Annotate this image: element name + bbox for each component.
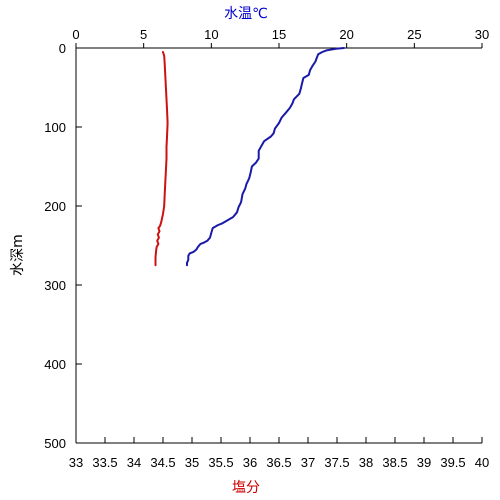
labels-group: 0 5 10 15 20 25 30 33 33.5 34 34.5 35 35.5 36 36.5 37 37… (44, 27, 489, 470)
bottom-axis-tick-label: 35.5 (208, 455, 233, 470)
top-axis-tick-label: 25 (407, 27, 421, 42)
bottom-axis-tick-label: 34 (127, 455, 141, 470)
y-axis-tick-label: 200 (44, 199, 66, 214)
y-axis-tick-label: 100 (44, 120, 66, 135)
bottom-axis-tick-label: 33 (69, 455, 83, 470)
plot-area (154, 47, 345, 267)
y-axis-tick-label: 400 (44, 357, 66, 372)
bottom-axis-tick-label: 34.5 (150, 455, 175, 470)
top-axis-tick-label: 30 (475, 27, 489, 42)
top-axis-tick-label: 20 (339, 27, 353, 42)
bottom-axis-title: 塩分 (232, 480, 260, 496)
bottom-axis-tick-label: 37.5 (324, 455, 349, 470)
salinity-series-line (154, 51, 169, 267)
bottom-axis-tick-label: 39 (417, 455, 431, 470)
bottom-axis-tick-label: 38 (359, 455, 373, 470)
y-axis-tick-label: 0 (59, 41, 66, 56)
top-axis-title: 水温℃ (224, 6, 268, 22)
axes-group (75, 43, 483, 444)
top-axis-tick-label: 0 (72, 27, 79, 42)
bottom-axis-tick-label: 35 (185, 455, 199, 470)
bottom-axis-tick-label: 33.5 (92, 455, 117, 470)
bottom-axis-tick-label: 36 (243, 455, 257, 470)
bottom-axis-tick-label: 39.5 (440, 455, 465, 470)
bottom-axis-tick-label: 36.5 (266, 455, 291, 470)
top-axis-tick-label: 15 (272, 27, 286, 42)
bottom-axis-tick-label: 37 (301, 455, 315, 470)
top-axis-tick-label: 10 (204, 27, 218, 42)
y-axis-tick-label: 500 (44, 436, 66, 451)
y-axis-tick-label: 300 (44, 278, 66, 293)
bottom-axis-tick-label: 38.5 (382, 455, 407, 470)
temperature-series-line (186, 47, 345, 267)
y-axis-title: 水深m (10, 234, 26, 276)
bottom-axis-tick-label: 40 (475, 455, 489, 470)
top-axis-tick-label: 5 (140, 27, 147, 42)
